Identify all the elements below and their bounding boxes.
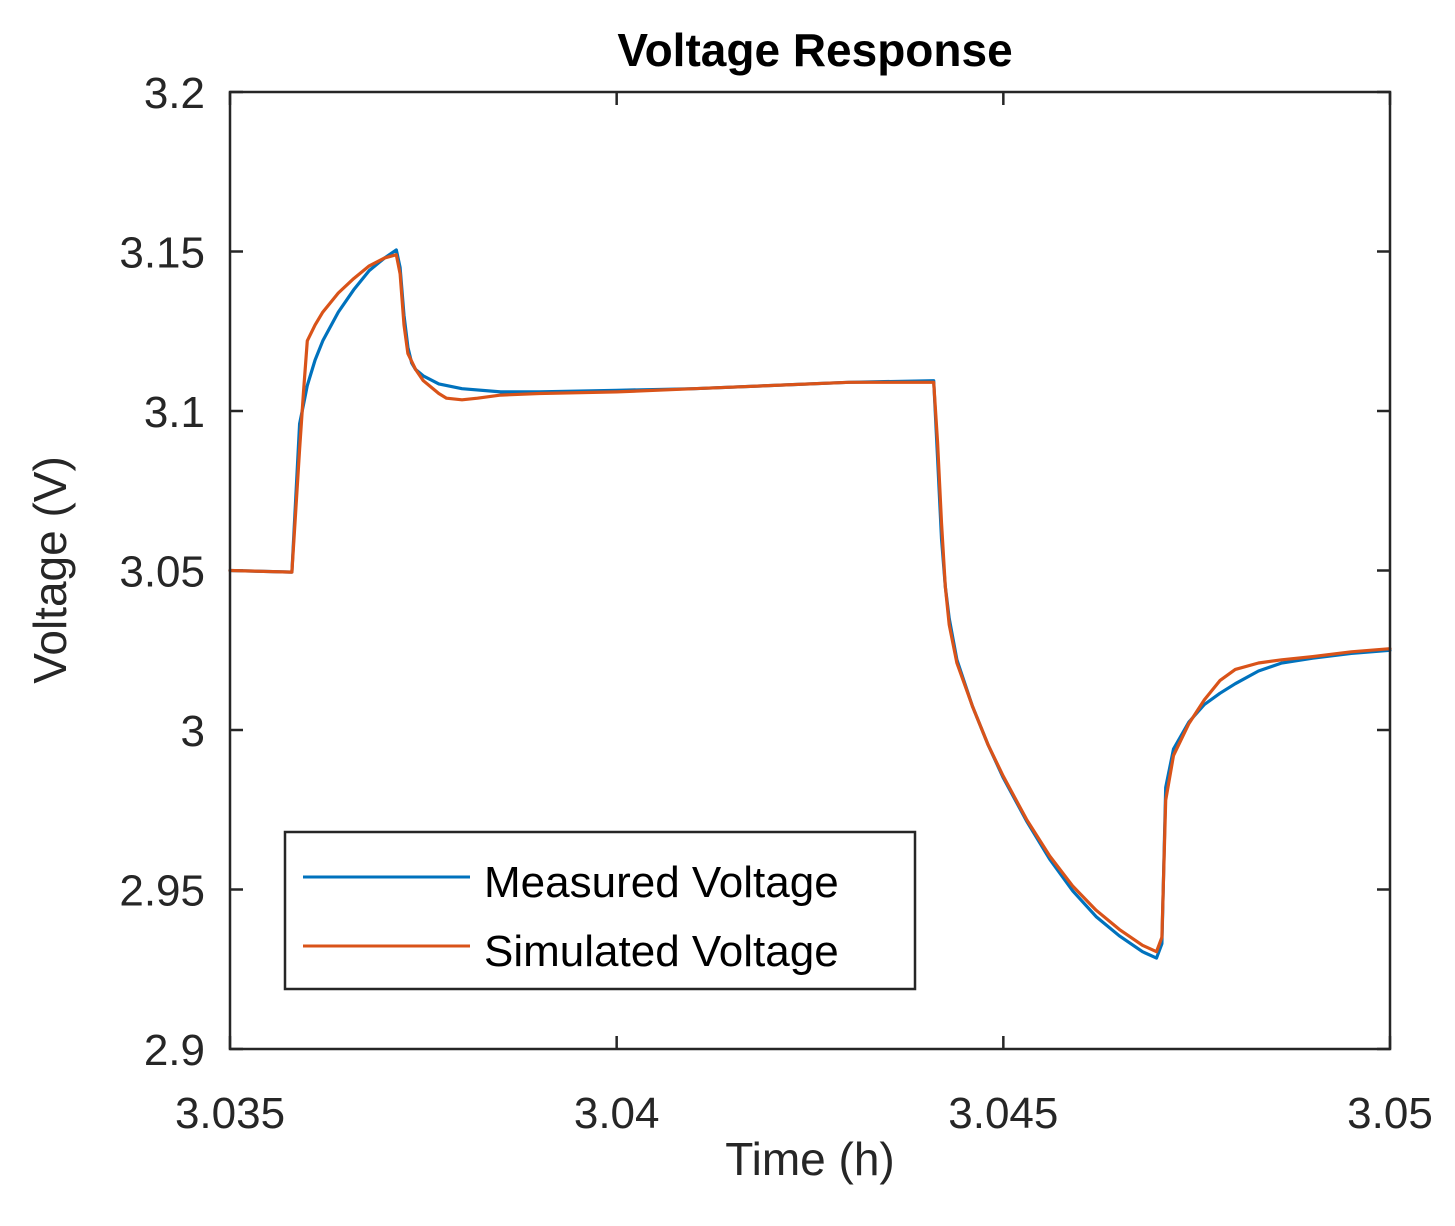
y-tick-label: 3	[181, 707, 205, 756]
axes-box	[228, 90, 1392, 1051]
x-tick-label: 3.04	[574, 1089, 660, 1138]
y-tick-label: 3.1	[144, 388, 205, 437]
x-tick-label: 3.045	[948, 1089, 1058, 1138]
axis-ticks: 3.035 3.04 3.045 3.05 2.9 2.95 3 3.05 3.1 3.15 3.2	[119, 69, 1432, 1138]
chart-title: Voltage Response	[617, 24, 1012, 76]
y-tick-label: 2.95	[119, 867, 205, 916]
x-axis-label: Time (h)	[725, 1133, 895, 1185]
series-line-simulated-voltage	[228, 253, 1392, 954]
x-tick-label: 3.035	[175, 1089, 285, 1138]
legend-box	[283, 830, 917, 991]
y-tick-label: 3.15	[119, 229, 205, 278]
y-tick-label: 2.9	[144, 1026, 205, 1075]
y-tick-label: 3.05	[119, 548, 205, 597]
legend-label-measured: Measured Voltage	[484, 858, 839, 907]
y-axis-label: Voltage (V)	[24, 456, 76, 684]
legend: Measured Voltage Simulated Voltage	[283, 830, 917, 991]
y-tick-label: 3.2	[144, 69, 205, 118]
legend-label-simulated: Simulated Voltage	[484, 927, 839, 976]
series-lines	[228, 248, 1392, 960]
x-tick-label: 3.05	[1347, 1089, 1433, 1138]
